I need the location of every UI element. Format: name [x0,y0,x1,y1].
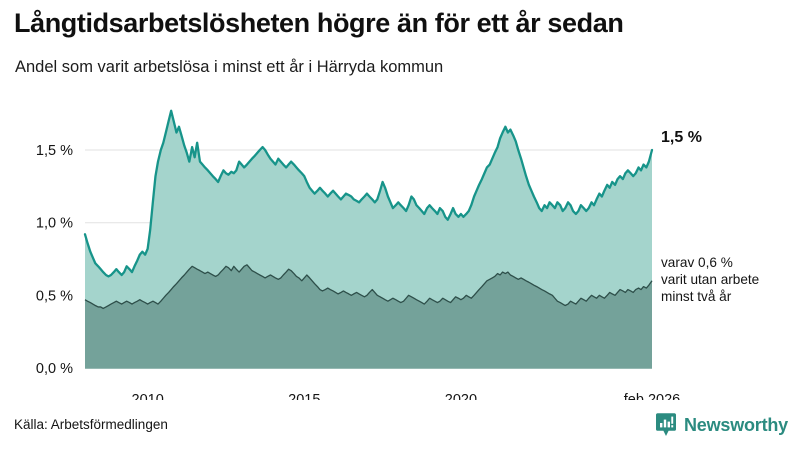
y-axis-tick-label: 1,5 % [36,143,73,159]
source-label: Källa: Arbetsförmedlingen [14,417,168,432]
brand-logo: Newsworthy [655,413,788,437]
x-axis-tick-label: feb 2026 [624,392,680,400]
line-series-twoyear [84,264,653,310]
secondary-annotation-line: varit utan arbete [661,272,759,287]
x-axis-tick-label: 2010 [132,392,164,400]
page-subtitle: Andel som varit arbetslösa i minst ett å… [15,58,444,76]
x-axis-tick-label: 2020 [445,392,477,400]
chart-plot-area: 0,0 % 0,5 % 1,0 % 1,5 % 2010 2015 2020 feb 2026… [0,100,800,400]
end-value-label: 1,5 % [661,129,702,146]
y-axis-tick-label: 1,0 % [36,216,73,232]
area-series-twoyear [85,264,652,368]
page-title: Långtidsarbetslösheten högre än för ett … [14,8,624,38]
line-series-total [83,109,654,278]
y-axis-tick-label: 0,5 % [36,288,73,304]
y-axis-tick-label: 0,0 % [36,361,73,377]
x-axis-tick-label: 2015 [288,392,320,400]
bar-chart-icon [655,413,676,436]
chart-footer: Källa: Arbetsförmedlingen Newsworthy [0,406,800,450]
secondary-annotation-line: varav 0,6 % [661,255,733,270]
brand-name: Newsworthy [683,414,788,435]
area-chart-svg: 0,0 % 0,5 % 1,0 % 1,5 % 2010 2015 2020 feb 2026… [36,109,759,400]
secondary-annotation-line: minst två år [661,289,732,304]
